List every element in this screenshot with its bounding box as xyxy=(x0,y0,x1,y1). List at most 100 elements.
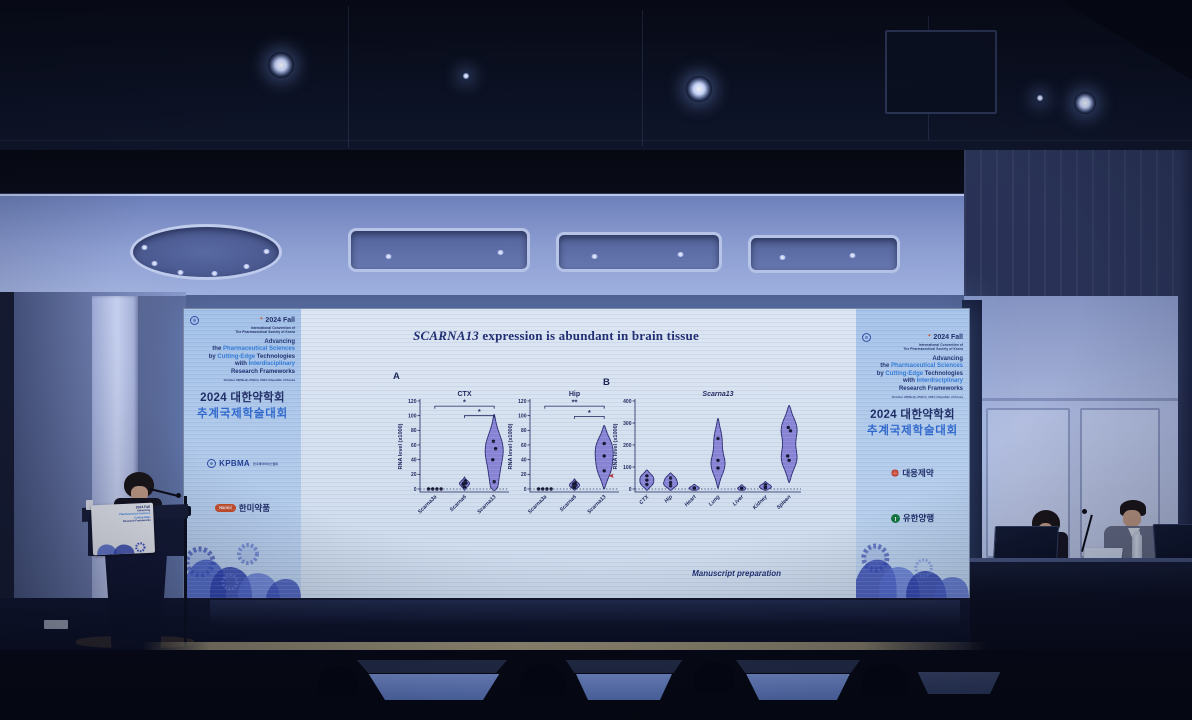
data-point xyxy=(692,486,696,490)
recessed-spotlight xyxy=(686,76,712,102)
slide-area: SCARNA13 expression is abundant in brain… xyxy=(301,309,856,614)
manuscript-note: Manuscript preparation xyxy=(692,569,781,578)
data-point xyxy=(491,439,496,443)
ceiling-light-trough xyxy=(748,235,900,273)
data-point xyxy=(740,486,744,490)
audience-silhouette xyxy=(520,664,566,698)
svg-text:120: 120 xyxy=(518,399,527,405)
korean-title-line1: 2024 대한약학회 xyxy=(870,409,955,422)
data-point xyxy=(602,454,606,458)
x-category-label: Scarna13 xyxy=(476,494,497,515)
floor-cable-box xyxy=(44,620,68,629)
data-point xyxy=(763,483,768,487)
recessed-spotlight-small xyxy=(462,72,470,80)
mic-stand-pole xyxy=(184,496,187,648)
korean-title-line1: 2024 대한약학회 xyxy=(200,392,285,405)
data-point xyxy=(716,458,720,463)
banner-event-title: ✦ 2024 Fall International Convention of … xyxy=(903,333,963,351)
sponsor-yuhan: 유한양행 xyxy=(856,512,969,524)
recessed-spotlight xyxy=(268,52,294,78)
data-point xyxy=(788,429,793,433)
presenter-face xyxy=(131,486,148,501)
data-point xyxy=(668,484,673,488)
data-point xyxy=(426,487,431,491)
sponsor-hanmi: Hanmi 한미약품 xyxy=(184,502,301,514)
audience-table xyxy=(368,674,500,700)
panel-a-label: A xyxy=(393,371,400,382)
y-axis-label: RNA level (x1000) xyxy=(613,423,619,469)
poster-art xyxy=(97,542,146,556)
recessed-spotlight xyxy=(1074,92,1096,114)
chart-title: Hip xyxy=(569,391,580,398)
audience-silhouette xyxy=(694,662,734,692)
svg-text:20: 20 xyxy=(411,472,417,478)
data-point xyxy=(549,487,553,491)
downlight xyxy=(263,249,270,254)
data-point xyxy=(716,466,720,470)
audience-table xyxy=(576,674,672,700)
x-category-label: Scarna6 xyxy=(559,493,579,513)
data-point xyxy=(602,441,606,446)
projection-screen: ✦ 2024 Fall International Convention of … xyxy=(183,308,970,615)
oval-light-fixture xyxy=(130,224,282,280)
downlight xyxy=(779,255,786,260)
banner-date-line: October 23(Wed)~25(Fri), 2024 | Republic… xyxy=(891,395,963,400)
svg-text:40: 40 xyxy=(411,457,417,463)
data-point xyxy=(786,425,790,430)
data-point xyxy=(463,479,467,483)
svg-text:100: 100 xyxy=(408,413,417,419)
svg-text:40: 40 xyxy=(521,457,527,463)
svg-text:200: 200 xyxy=(623,443,632,449)
korean-title-line2: 추계국제학술대회 xyxy=(196,408,289,421)
data-point xyxy=(541,487,545,491)
svg-text:120: 120 xyxy=(408,399,417,405)
downlight xyxy=(141,245,148,250)
data-point xyxy=(493,447,498,451)
laser-pointer-mark xyxy=(608,473,614,478)
data-point xyxy=(431,487,435,491)
svg-text:80: 80 xyxy=(521,428,527,434)
banner-headline: Advancing the Pharmaceutical Sciences by… xyxy=(208,338,295,375)
kpbma-logo-icon xyxy=(207,459,217,468)
violin-shape xyxy=(710,418,726,489)
korean-title-line2: 추계국제학술대회 xyxy=(866,425,959,438)
head-table xyxy=(970,562,1192,666)
audience-table xyxy=(917,672,1001,694)
x-category-label: Scarna3a xyxy=(417,494,438,515)
audience-table-shadow xyxy=(356,660,508,673)
right-sponsor-banner: ✦ 2024 Fall International Convention of … xyxy=(856,309,969,614)
y-axis-label: RNA level (x1000) xyxy=(508,423,514,469)
svg-text:60: 60 xyxy=(521,443,527,449)
data-point xyxy=(787,458,791,463)
svg-text:0: 0 xyxy=(629,487,632,493)
banner-event-title: ✦ 2024 Fall International Convention of … xyxy=(235,316,295,334)
significance-star: * xyxy=(588,408,591,417)
screen-floor-reflection xyxy=(210,600,960,626)
audience-silhouette xyxy=(862,664,908,698)
convention-line: The Pharmaceutical Society of Korea xyxy=(903,346,963,351)
svg-text:300: 300 xyxy=(623,421,632,427)
head-table-edge xyxy=(970,558,1192,562)
microphone-icon xyxy=(176,493,181,498)
x-category-label: Scarna6 xyxy=(449,493,469,513)
violin-shape xyxy=(780,404,798,483)
data-point xyxy=(545,487,549,491)
svg-text:100: 100 xyxy=(623,465,632,471)
convention-line: International Convention of xyxy=(918,342,963,347)
ceiling-corner-shadow xyxy=(1060,0,1192,80)
data-point xyxy=(573,480,577,485)
stage-edge-strip xyxy=(142,642,988,650)
convention-line: The Pharmaceutical Society of Korea xyxy=(235,329,295,334)
water-cup xyxy=(86,500,93,510)
data-point xyxy=(786,454,790,458)
downlight xyxy=(591,254,598,259)
daewoong-logo-icon xyxy=(891,469,900,477)
downlight xyxy=(151,261,158,266)
recessed-spotlight-small xyxy=(1036,94,1044,102)
data-point xyxy=(645,482,649,487)
violin-plot-ctx: CTX RNA level (x1000) 0 20 40 60 80 100 120 Scarn… xyxy=(396,387,514,519)
audience-table-shadow xyxy=(735,660,861,673)
audience-table xyxy=(746,674,850,700)
x-category-label: Heart xyxy=(684,494,698,508)
